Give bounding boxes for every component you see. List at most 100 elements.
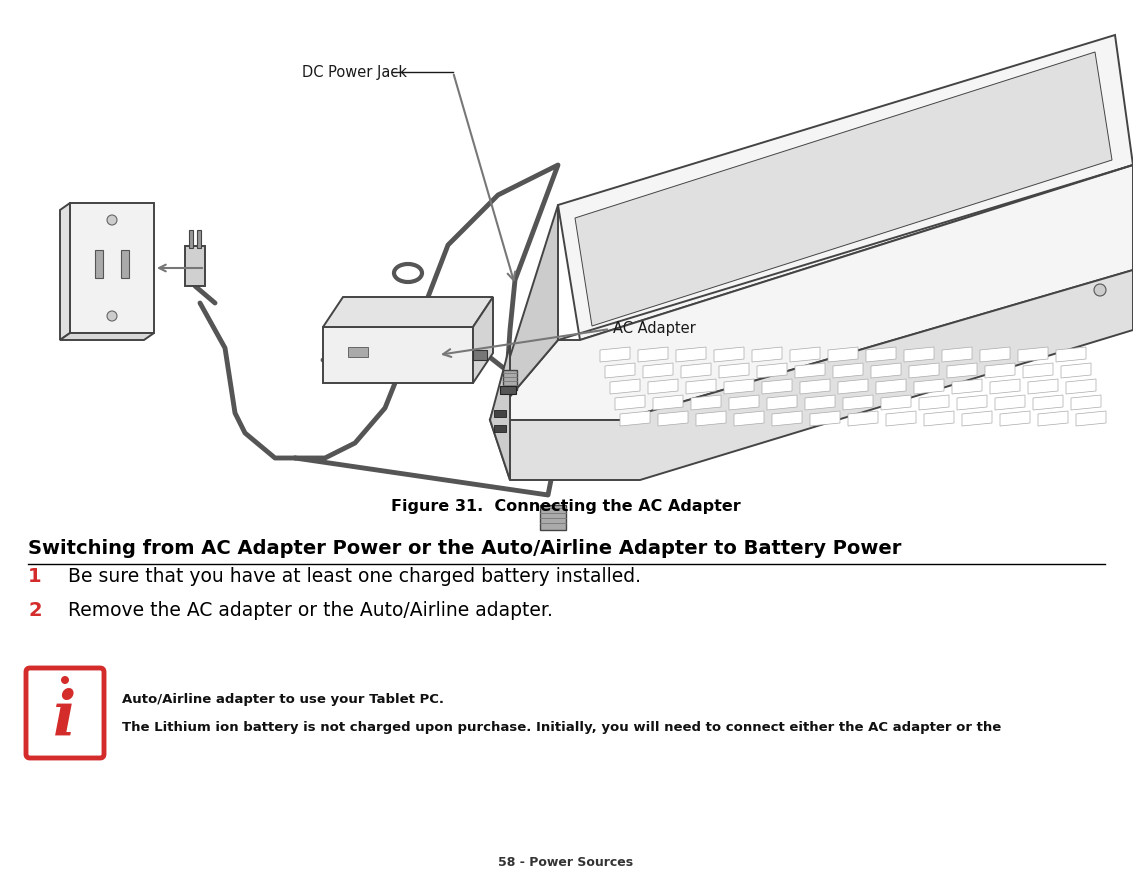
Polygon shape xyxy=(696,411,726,426)
Text: i: i xyxy=(53,688,77,748)
Polygon shape xyxy=(1060,363,1091,378)
Polygon shape xyxy=(942,347,972,362)
Circle shape xyxy=(107,215,117,225)
Polygon shape xyxy=(1056,347,1087,362)
Polygon shape xyxy=(990,379,1020,394)
Polygon shape xyxy=(767,395,796,410)
Polygon shape xyxy=(610,379,640,394)
Polygon shape xyxy=(833,363,863,378)
Bar xyxy=(197,230,201,248)
Polygon shape xyxy=(828,347,858,362)
Polygon shape xyxy=(658,411,688,426)
Polygon shape xyxy=(540,505,566,530)
Polygon shape xyxy=(60,333,154,340)
Text: Be sure that you have at least one charged battery installed.: Be sure that you have at least one charg… xyxy=(68,567,641,587)
Polygon shape xyxy=(909,363,939,378)
Polygon shape xyxy=(1071,395,1101,410)
Polygon shape xyxy=(790,347,820,362)
Text: The Lithium ion battery is not charged upon purchase. Initially, you will need t: The Lithium ion battery is not charged u… xyxy=(122,720,1002,734)
Bar xyxy=(494,425,506,432)
Polygon shape xyxy=(1066,379,1096,394)
Polygon shape xyxy=(1033,395,1063,410)
Polygon shape xyxy=(995,395,1025,410)
Text: AC Adapter: AC Adapter xyxy=(613,321,696,336)
Polygon shape xyxy=(676,347,706,362)
Polygon shape xyxy=(557,35,1133,340)
Polygon shape xyxy=(724,379,753,394)
Circle shape xyxy=(1094,284,1106,296)
Polygon shape xyxy=(576,52,1111,326)
Bar xyxy=(121,250,129,278)
Polygon shape xyxy=(653,395,683,410)
Polygon shape xyxy=(648,379,678,394)
Polygon shape xyxy=(810,411,840,426)
Text: 1: 1 xyxy=(28,567,42,587)
Polygon shape xyxy=(729,395,759,410)
Polygon shape xyxy=(962,411,993,426)
Polygon shape xyxy=(620,411,650,426)
Polygon shape xyxy=(757,363,787,378)
Polygon shape xyxy=(489,270,1133,480)
Polygon shape xyxy=(904,347,934,362)
Text: Remove the AC adapter or the Auto/Airline adapter.: Remove the AC adapter or the Auto/Airlin… xyxy=(68,602,553,620)
Polygon shape xyxy=(1000,411,1030,426)
Polygon shape xyxy=(605,363,634,378)
Polygon shape xyxy=(980,347,1010,362)
Polygon shape xyxy=(638,347,668,362)
Polygon shape xyxy=(806,395,835,410)
Text: Auto/Airline adapter to use your Tablet PC.: Auto/Airline adapter to use your Tablet … xyxy=(122,694,444,706)
Polygon shape xyxy=(714,347,744,362)
Polygon shape xyxy=(489,165,1133,420)
Polygon shape xyxy=(600,347,630,362)
Polygon shape xyxy=(489,345,510,480)
Polygon shape xyxy=(1028,379,1058,394)
Polygon shape xyxy=(843,395,874,410)
Polygon shape xyxy=(323,327,472,383)
Text: DC Power Jack: DC Power Jack xyxy=(303,65,407,80)
Polygon shape xyxy=(691,395,721,410)
Polygon shape xyxy=(1023,363,1053,378)
Circle shape xyxy=(107,311,117,321)
Polygon shape xyxy=(847,411,878,426)
Bar xyxy=(95,250,103,278)
Polygon shape xyxy=(1017,347,1048,362)
Circle shape xyxy=(61,676,69,684)
Polygon shape xyxy=(886,411,915,426)
Text: 2: 2 xyxy=(28,602,42,620)
Polygon shape xyxy=(681,363,712,378)
Polygon shape xyxy=(185,246,205,286)
Polygon shape xyxy=(615,395,645,410)
Bar xyxy=(503,370,517,390)
Polygon shape xyxy=(925,411,954,426)
Polygon shape xyxy=(685,379,716,394)
Bar xyxy=(189,230,193,248)
Polygon shape xyxy=(985,363,1015,378)
Polygon shape xyxy=(734,411,764,426)
Polygon shape xyxy=(60,203,70,340)
Polygon shape xyxy=(876,379,906,394)
Polygon shape xyxy=(323,297,493,327)
Polygon shape xyxy=(719,363,749,378)
Polygon shape xyxy=(472,297,493,383)
Bar xyxy=(472,350,487,360)
Polygon shape xyxy=(838,379,868,394)
Polygon shape xyxy=(957,395,987,410)
Polygon shape xyxy=(70,203,154,333)
Polygon shape xyxy=(795,363,825,378)
Polygon shape xyxy=(952,379,982,394)
Polygon shape xyxy=(772,411,802,426)
Text: Figure 31.  Connecting the AC Adapter: Figure 31. Connecting the AC Adapter xyxy=(391,499,741,514)
Polygon shape xyxy=(919,395,949,410)
Bar xyxy=(494,410,506,417)
Polygon shape xyxy=(866,347,896,362)
Polygon shape xyxy=(763,379,792,394)
Polygon shape xyxy=(881,395,911,410)
Polygon shape xyxy=(947,363,977,378)
Polygon shape xyxy=(1038,411,1068,426)
Polygon shape xyxy=(914,379,944,394)
Polygon shape xyxy=(489,205,557,420)
FancyBboxPatch shape xyxy=(26,668,104,758)
Text: 58 - Power Sources: 58 - Power Sources xyxy=(499,856,633,868)
Bar xyxy=(500,386,516,394)
Polygon shape xyxy=(752,347,782,362)
